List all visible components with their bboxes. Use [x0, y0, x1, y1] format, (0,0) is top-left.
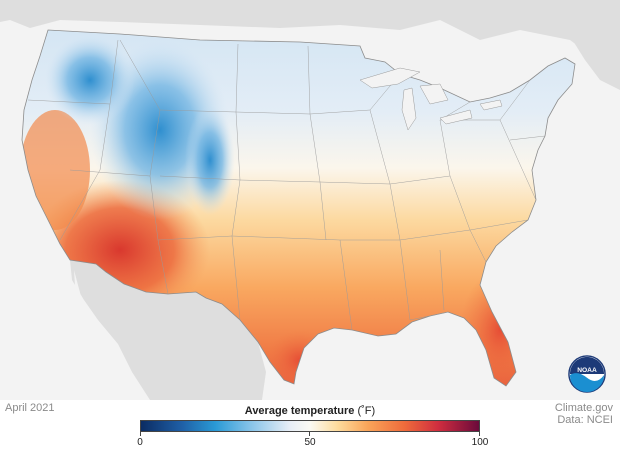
- legend-title-text: Average temperature: [244, 405, 355, 417]
- date-label: April 2021: [5, 402, 55, 414]
- legend-unit: (˚F): [357, 405, 376, 417]
- credit-data-source: Data: NCEI: [557, 414, 613, 426]
- legend-label-min: 0: [137, 437, 143, 448]
- credit: Climate.gov Data: NCEI: [555, 402, 613, 426]
- temperature-map: [0, 0, 620, 400]
- legend-tick-mid: [309, 432, 310, 436]
- legend-label-max: 100: [471, 437, 489, 448]
- great-lakes: [359, 67, 503, 131]
- svg-text:NOAA: NOAA: [577, 367, 597, 374]
- legend-tick-min: [140, 432, 141, 436]
- state-borders: [27, 39, 546, 331]
- canada-land: [0, 0, 620, 55]
- map-footer: April 2021 Average temperature (˚F) 0 50…: [0, 400, 620, 450]
- legend-title: Average temperature (˚F): [140, 405, 480, 417]
- legend-tick-max: [479, 432, 480, 436]
- mexico-land: [70, 260, 266, 400]
- us-outline: [21, 29, 576, 387]
- canada-east-land: [560, 0, 620, 90]
- credit-site: Climate.gov: [554, 402, 613, 414]
- legend-color-bar: [140, 420, 480, 432]
- noaa-logo: NOAA: [568, 355, 606, 393]
- gulf-of-california: [74, 270, 122, 392]
- legend-label-mid: 50: [304, 437, 316, 448]
